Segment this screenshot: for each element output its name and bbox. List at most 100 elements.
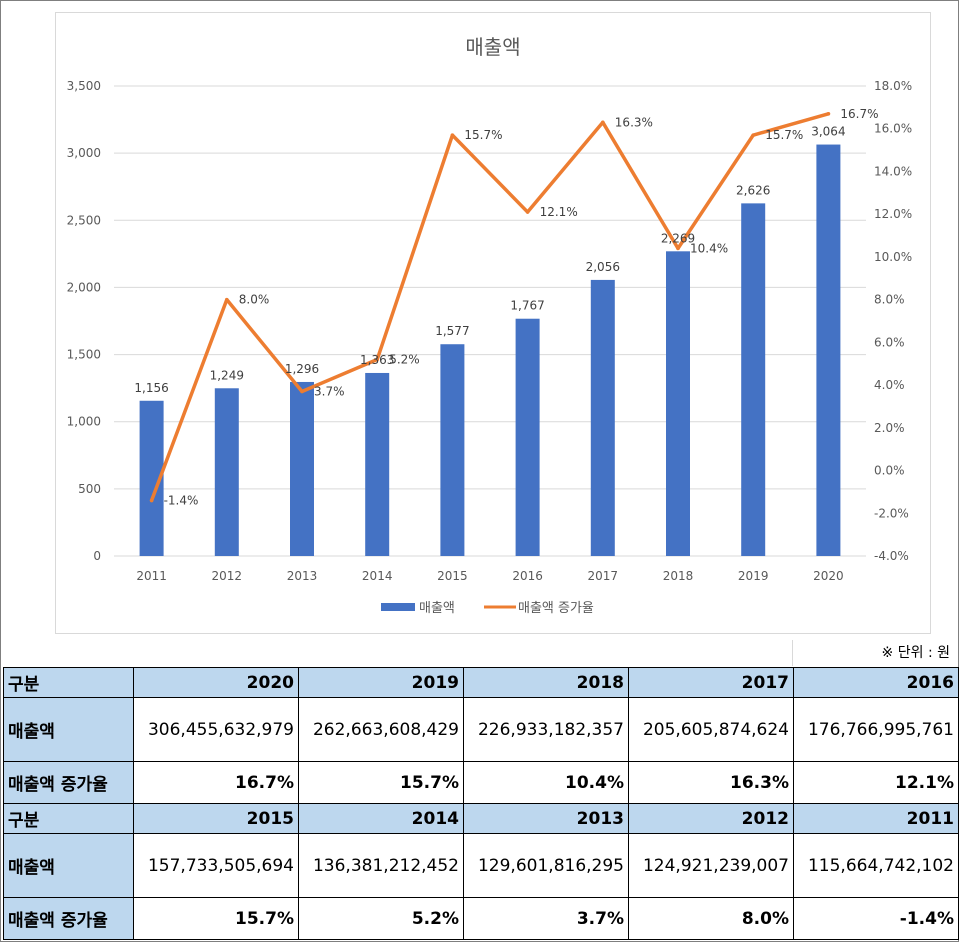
right-tick-label: 0.0% <box>874 464 905 478</box>
left-axis-ticks: 0 500 1,000 1,500 2,000 2,500 3,000 3,500 <box>67 79 101 563</box>
left-tick-label: 3,500 <box>67 79 101 93</box>
right-tick-label: 14.0% <box>874 164 912 178</box>
year-cell: 2018 <box>463 667 629 698</box>
x-tick-label: 2019 <box>738 569 769 583</box>
bar-value-label: 2,269 <box>661 231 695 245</box>
sales-cell: 124,921,239,007 <box>628 833 794 898</box>
line-value-label: 16.7% <box>840 107 878 121</box>
line-point <box>225 297 229 302</box>
line-point <box>375 357 380 362</box>
line-point <box>525 210 530 214</box>
table-growth-row: 매출액 증가율 15.7% 5.2% 3.7% 8.0% -1.4% <box>3 897 959 940</box>
bar-value-label: 1,296 <box>285 362 319 376</box>
left-tick-label: 0 <box>93 549 101 563</box>
growth-label: 매출액 증가율 <box>3 761 134 804</box>
sales-cell: 205,605,874,624 <box>628 697 794 762</box>
right-tick-label: -4.0% <box>874 549 909 563</box>
growth-cell: -1.4% <box>793 897 959 940</box>
legend: 매출액 매출액 증가율 <box>381 601 594 616</box>
gridlines <box>114 85 866 557</box>
combo-chart: 매출액 0 500 1,000 1,500 2,000 2,500 3,000 3,500 -… <box>55 12 931 634</box>
bar-value-label: 2,056 <box>586 260 620 274</box>
year-cell: 2011 <box>793 803 959 834</box>
right-tick-label: 6.0% <box>874 335 905 349</box>
sales-cell: 226,933,182,357 <box>463 697 629 762</box>
growth-cell: 16.3% <box>628 761 794 804</box>
table-year-row: 구분 2015 2014 2013 2012 2011 <box>3 803 959 834</box>
left-tick-label: 1,500 <box>67 348 101 362</box>
line-value-label: 16.3% <box>615 115 653 129</box>
sales-label: 매출액 <box>3 833 134 898</box>
growth-cell: 5.2% <box>298 897 464 940</box>
x-tick-label: 2011 <box>136 569 167 583</box>
growth-cell: 16.7% <box>133 761 299 804</box>
left-tick-label: 2,500 <box>67 213 101 227</box>
sales-cell: 306,455,632,979 <box>133 697 299 762</box>
line-value-label: 3.7% <box>314 385 345 399</box>
bar-value-label: 1,249 <box>210 368 244 382</box>
right-tick-label: 4.0% <box>874 378 905 392</box>
left-tick-label: 2,000 <box>67 280 101 294</box>
right-tick-label: 2.0% <box>874 421 905 435</box>
growth-cell: 15.7% <box>133 897 299 940</box>
bar <box>365 372 390 556</box>
line-point <box>149 498 154 503</box>
year-cell: 2012 <box>628 803 794 834</box>
line-value-label: 15.7% <box>765 128 803 142</box>
line-value-label: 5.2% <box>389 352 420 366</box>
sales-cell: 176,766,995,761 <box>793 697 959 762</box>
bar <box>214 388 239 556</box>
x-tick-label: 2017 <box>588 569 619 583</box>
bar-value-label: 1,156 <box>134 381 168 395</box>
sales-cell: 157,733,505,694 <box>133 833 299 898</box>
x-tick-label: 2015 <box>437 569 468 583</box>
line-point <box>751 133 755 137</box>
chart-title: 매출액 <box>465 35 520 59</box>
line-point <box>676 246 680 251</box>
bar <box>290 381 314 556</box>
sales-table: 구분 2020 2019 2018 2017 2016 매출액 306,455,… <box>3 667 959 940</box>
x-tick-label: 2016 <box>512 569 543 583</box>
line-point <box>601 120 605 125</box>
x-tick-label: 2013 <box>287 569 318 583</box>
line-value-label: 10.4% <box>690 241 728 255</box>
bar <box>515 318 540 556</box>
growth-label: 매출액 증가율 <box>3 897 134 940</box>
year-cell: 2014 <box>298 803 464 834</box>
line-value-label: 8.0% <box>239 293 269 307</box>
left-tick-label: 500 <box>78 482 101 496</box>
growth-cell: 15.7% <box>298 761 464 804</box>
line-value-label: 15.7% <box>464 128 502 142</box>
growth-cell: 3.7% <box>463 897 629 940</box>
year-cell: 2017 <box>628 667 794 698</box>
right-tick-label: 18.0% <box>874 79 912 93</box>
bar-value-label: 1,363 <box>360 353 394 367</box>
growth-line <box>149 112 831 503</box>
header-label: 구분 <box>3 667 134 698</box>
year-cell: 2016 <box>793 667 959 698</box>
line-point <box>826 111 831 116</box>
header-label: 구분 <box>3 803 134 834</box>
right-tick-label: -2.0% <box>874 506 909 520</box>
year-cell: 2015 <box>133 803 299 834</box>
right-tick-label: 10.0% <box>874 250 912 264</box>
legend-swatch-bar <box>381 603 415 611</box>
right-axis-ticks: -4.0% -2.0% 0.0% 2.0% 4.0% 6.0% 8.0% 10.0% 12.0%… <box>874 79 912 563</box>
bar <box>741 203 766 556</box>
line-value-label: 12.1% <box>540 205 578 219</box>
x-axis-ticks: 2011 2012 2013 2014 2015 2016 2017 2018 2019 2020 <box>136 569 843 583</box>
left-tick-label: 3,000 <box>67 146 101 160</box>
sales-cell: 262,663,608,429 <box>298 697 464 762</box>
left-tick-label: 1,000 <box>67 415 101 429</box>
right-tick-label: 12.0% <box>874 207 912 221</box>
table-growth-row: 매출액 증가율 16.7% 15.7% 10.4% 16.3% 12.1% <box>3 761 959 804</box>
legend-label-sales: 매출액 <box>419 601 455 616</box>
data-labels: 1,156 1,249 1,296 1,363 1,577 1,767 2,056 2,269… <box>134 107 878 508</box>
line-point <box>450 133 455 137</box>
right-tick-label: 16.0% <box>874 122 912 136</box>
sales-cell: 129,601,816,295 <box>463 833 629 898</box>
growth-cell: 8.0% <box>628 897 794 940</box>
year-cell: 2013 <box>463 803 629 834</box>
bar <box>590 279 615 556</box>
right-tick-label: 8.0% <box>874 293 905 307</box>
